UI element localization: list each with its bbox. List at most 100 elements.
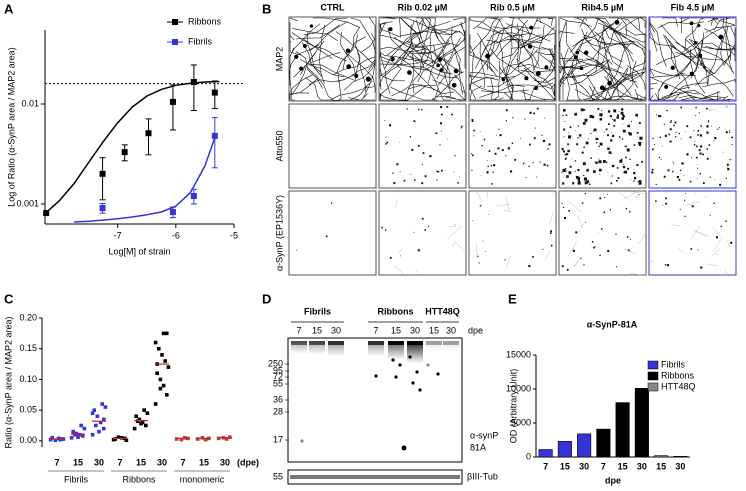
data-point [161, 383, 166, 388]
soma [544, 65, 549, 70]
y-tick-label: 0.15 [19, 343, 37, 353]
faint-neurite [475, 190, 557, 268]
data-point [165, 331, 169, 336]
group-label: HTT48Q [425, 306, 460, 316]
lane-label: 7 [373, 325, 378, 335]
x-tick-label: 7 [543, 461, 548, 471]
legend-label: Fibrils [661, 359, 685, 369]
y-tick-label: 0.001 [16, 198, 39, 208]
bar [538, 449, 553, 458]
row-label: Atto550 [274, 130, 284, 161]
soma [439, 68, 444, 72]
x-tick-label: 30 [637, 461, 647, 471]
legend-marker [647, 360, 659, 370]
x-tick-label: 7 [117, 457, 122, 467]
data-point [73, 432, 77, 437]
x-tick-label: 30 [579, 461, 589, 471]
data-point [121, 149, 128, 156]
data-point [160, 353, 164, 357]
data-point [153, 340, 158, 345]
x-tick-label: -6 [172, 230, 180, 240]
soma [294, 54, 299, 59]
blot-spot [398, 363, 402, 367]
soma [436, 63, 440, 68]
legend-label: Ribbons [188, 16, 222, 26]
soma [579, 66, 584, 71]
blot-spot [411, 381, 415, 385]
data-point [169, 209, 176, 216]
data-point [211, 132, 218, 139]
y-tick-label: 0.01 [21, 98, 39, 108]
lane-label: 30 [331, 325, 341, 335]
data-point [203, 437, 208, 442]
data-point [116, 435, 121, 439]
soma [698, 53, 703, 58]
loading-label: βIII-Tub [467, 471, 498, 481]
y-tick-label: 0.10 [19, 374, 37, 384]
column-header: Rib 0.5 µM [490, 2, 535, 12]
soma [664, 84, 669, 89]
soma [365, 76, 371, 82]
data-point [102, 426, 106, 431]
band [328, 341, 344, 345]
fit-curve [74, 137, 216, 223]
band [291, 341, 307, 345]
y-axis-label: OD (Arbitrary Unit) [508, 369, 518, 444]
bar [634, 388, 649, 458]
x-tick-label: 7 [54, 457, 59, 467]
neurite-image [379, 16, 466, 101]
loading-band [290, 475, 460, 479]
bar [654, 455, 669, 458]
mw-marker: 72 [273, 371, 283, 381]
mw-marker: 95 [273, 365, 283, 375]
data-point [158, 386, 163, 391]
bar [596, 428, 611, 458]
soma [697, 24, 701, 28]
group-label: Fibrils [304, 306, 331, 316]
data-point [195, 437, 200, 441]
blot-spot [401, 445, 407, 451]
soma [407, 70, 412, 75]
lane-label: 7 [296, 325, 301, 335]
x-tick-label: -5 [230, 230, 238, 240]
data-point [124, 438, 129, 443]
data-point [165, 392, 169, 397]
data-point [53, 438, 58, 443]
faint-neurite [648, 190, 731, 276]
antibody-label: α-synP [470, 430, 498, 440]
data-point [98, 420, 103, 425]
column-header: Rib 0.02 µM [398, 2, 448, 12]
soma [299, 66, 304, 71]
data-point [216, 436, 221, 441]
panel-letter: C [4, 291, 14, 306]
blot-spot [426, 363, 430, 367]
data-point [137, 417, 142, 422]
group-label: Ribbons [122, 474, 156, 484]
panel-letter: B [262, 1, 271, 16]
data-point [50, 435, 54, 440]
blot [287, 337, 463, 463]
micrograph-frame [378, 190, 467, 276]
data-point [153, 402, 158, 406]
data-point [142, 408, 146, 412]
faint-neurite [568, 190, 647, 276]
column-header: Rib4.5 µM [581, 2, 623, 12]
data-point [190, 78, 197, 85]
soma [599, 85, 605, 90]
y-tick-label: 5000 [511, 417, 531, 427]
y-tick-label: 0.00 [19, 435, 37, 445]
data-point [90, 411, 95, 416]
group-label: Fibrils [64, 474, 88, 484]
x-tick-label: 7 [601, 461, 606, 471]
blot-spot [415, 370, 419, 374]
soma [309, 24, 314, 28]
mw-marker: 250 [268, 358, 283, 368]
y-tick-label: 0.20 [19, 312, 37, 322]
data-point [179, 437, 184, 442]
band [443, 341, 459, 345]
data-point [169, 98, 176, 105]
y-tick-label: 10000 [506, 383, 531, 393]
mw-marker: 36 [273, 394, 283, 404]
band [407, 341, 423, 345]
x-tick-label: 7 [180, 457, 185, 467]
